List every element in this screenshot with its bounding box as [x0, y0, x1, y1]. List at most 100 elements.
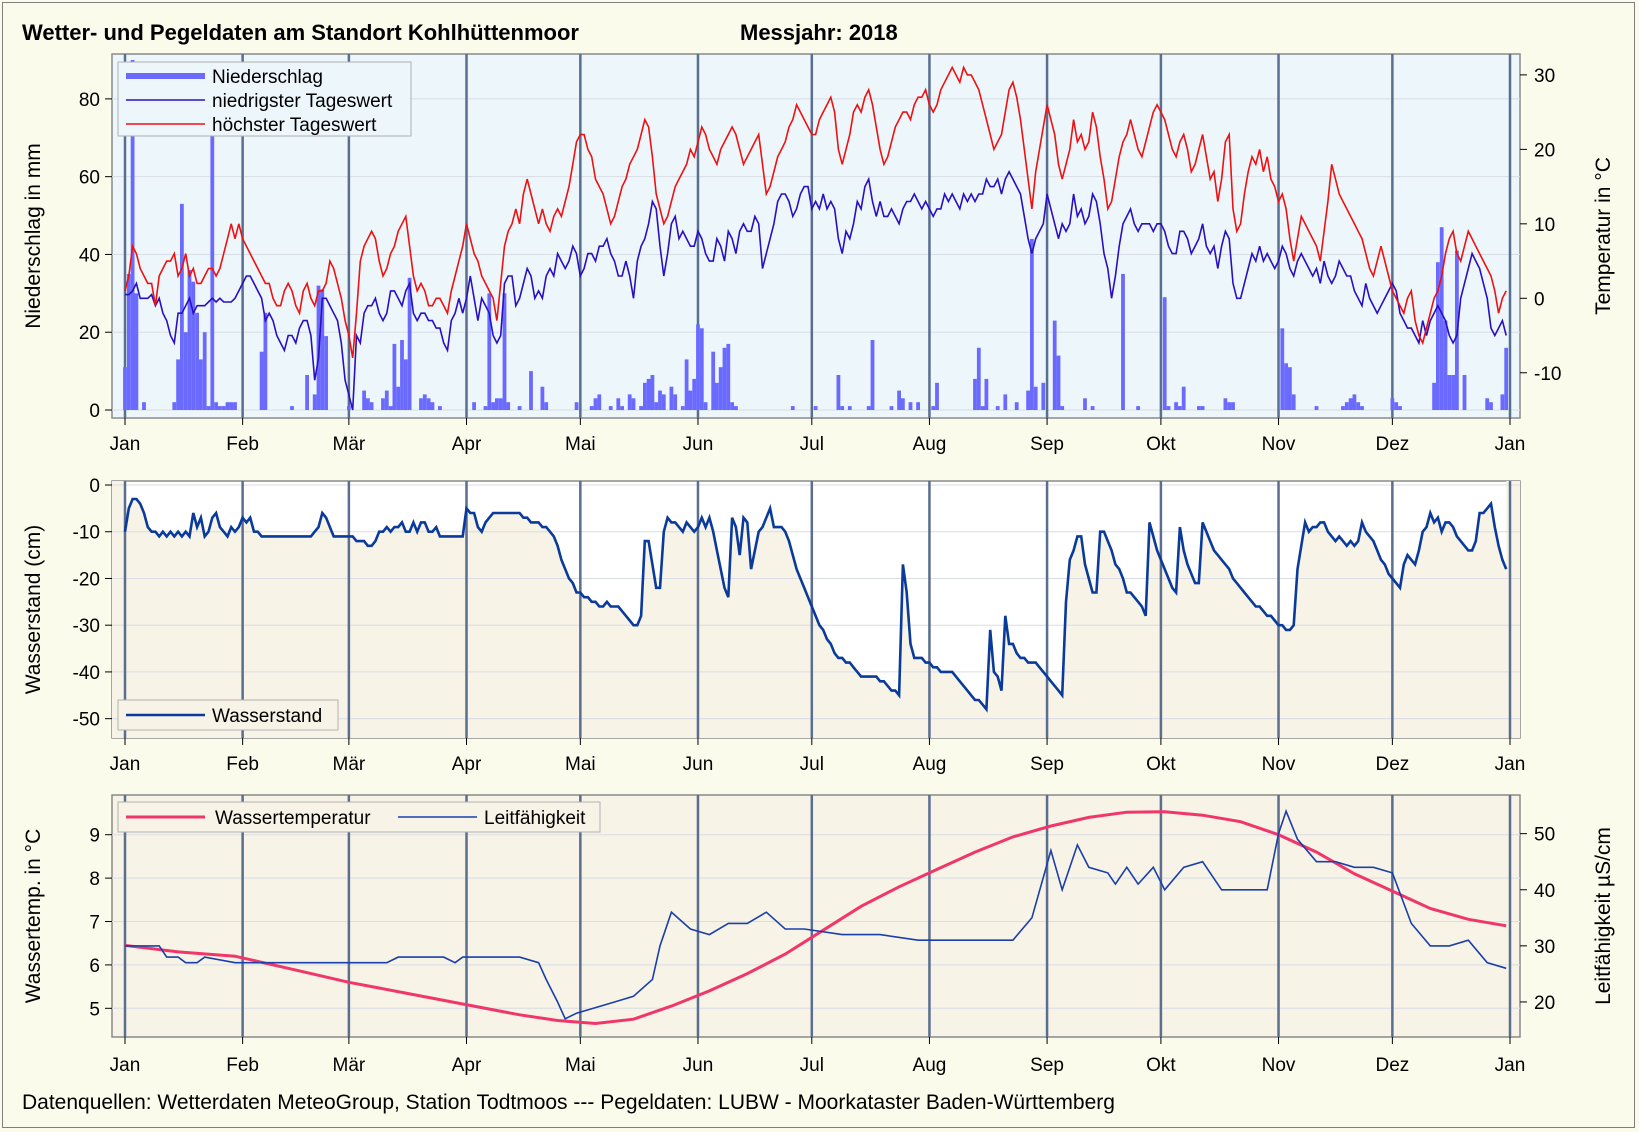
y2-tick-label: 30 [1534, 66, 1555, 87]
precipitation-bar [916, 402, 920, 410]
precipitation-bar [1348, 398, 1353, 410]
precipitation-bar [134, 293, 139, 410]
x-tick-label: Jun [683, 1055, 714, 1076]
precipitation-bar [229, 402, 234, 410]
y-tick-label: 60 [79, 168, 100, 189]
precipitation-bar [1014, 402, 1019, 410]
x-tick-label: Feb [226, 1055, 259, 1076]
x-tick-label: Jan [1495, 434, 1526, 455]
precipitation-bar [1060, 406, 1065, 410]
x-tick-label: Dez [1375, 434, 1409, 455]
precipitation-bar [589, 406, 594, 410]
y-tick-label: 6 [89, 956, 100, 977]
precipitation-bar [654, 402, 659, 410]
precipitation-bar [392, 343, 397, 410]
precipitation-bar [1462, 375, 1467, 410]
legend-label: Wassertemperatur [215, 808, 371, 829]
precipitation-bar [517, 406, 522, 410]
precipitation-bar [324, 336, 328, 410]
x-tick-label: Apr [452, 754, 482, 775]
precipitation-bar [1504, 347, 1509, 410]
precipitation-bar [1166, 406, 1171, 410]
precipitation-bar [347, 406, 351, 410]
precipitation-bar [1451, 375, 1455, 410]
max-temperature-line [124, 65, 1507, 359]
precipitation-bar [730, 402, 734, 410]
x-tick-label: Nov [1262, 754, 1296, 775]
y2-tick-label: 0 [1534, 289, 1545, 310]
precipitation-bar [1341, 406, 1345, 410]
precipitation-bar [483, 406, 488, 410]
y-tick-label: -20 [73, 569, 100, 590]
y2-tick-label: 30 [1534, 937, 1555, 958]
precipitation-bar [384, 390, 389, 410]
precipitation-bar [1200, 406, 1205, 410]
precipitation-bar [722, 347, 727, 410]
legend: Wassertemperatur Leitfähigkeit [117, 801, 601, 833]
precipitation-bar [866, 406, 871, 410]
x-tick-label: Jun [683, 434, 714, 455]
precipitation-bar [123, 367, 127, 410]
y-tick-label: 7 [89, 913, 100, 934]
precipitation-bar [233, 402, 237, 410]
precipitation-bar [908, 402, 913, 410]
precipitation-bar [597, 394, 602, 410]
precipitation-bar [673, 394, 678, 410]
y2-tick-label: 40 [1534, 881, 1555, 902]
y2-axis-label: Leitfähigkeit µS/cm [1592, 827, 1615, 1005]
precipitation-bar [1394, 402, 1399, 410]
x-tick-label: Feb [226, 434, 259, 455]
precipitation-bar [646, 378, 651, 410]
precipitation-bar [305, 375, 309, 410]
precipitation-bar [726, 343, 731, 410]
precipitation-bar [1227, 402, 1232, 410]
precipitation-bar [183, 332, 188, 410]
precipitation-bar [976, 347, 981, 410]
precipitation-bar [1121, 273, 1125, 410]
y2-axis-label: Temperatur in °C [1592, 157, 1615, 315]
precipitation-bar [1436, 262, 1440, 410]
precipitation-bar [540, 386, 545, 410]
precipitation-bar [643, 382, 647, 410]
precipitation-bar [407, 277, 412, 410]
x-tick-label: Aug [913, 1055, 947, 1076]
precipitation-bar [214, 402, 218, 410]
precipitation-bar [472, 402, 476, 410]
precipitation-bar [142, 402, 146, 410]
precipitation-bar [1443, 320, 1448, 410]
precipitation-bar [202, 332, 207, 410]
precipitation-bar [980, 406, 985, 410]
precipitation-bar [639, 406, 643, 410]
x-tick-label: Sep [1030, 754, 1064, 775]
precipitation-bar [419, 398, 423, 410]
conductivity-line [125, 808, 1507, 1020]
x-tick-label: Mai [565, 434, 596, 455]
x-tick-label: Dez [1375, 1055, 1409, 1076]
precipitation-bar [1284, 363, 1288, 410]
precipitation-bar [631, 398, 636, 410]
precipitation-bar [366, 398, 370, 410]
precipitation-bar [870, 340, 875, 410]
precipitation-bar [195, 312, 199, 410]
precipitation-bar [593, 398, 598, 410]
precipitation-bar [650, 375, 655, 410]
precipitation-bar [180, 203, 184, 410]
precipitation-bar [840, 406, 845, 410]
precipitation-bar [1500, 394, 1505, 410]
precipitation-bar [487, 293, 492, 410]
precipitation-bar [699, 328, 704, 410]
y-tick-label: 5 [89, 999, 100, 1020]
precipitation-bar [312, 394, 317, 410]
y-tick-label: 9 [89, 826, 100, 847]
precipitation-bar [984, 378, 989, 410]
precipitation-bar [206, 406, 211, 410]
precipitation-bar [1181, 386, 1186, 410]
legend-label: höchster Tageswert [212, 115, 377, 136]
x-tick-label: Mai [565, 1055, 596, 1076]
x-tick-label: Jan [1495, 754, 1526, 775]
precipitation-bar [1489, 402, 1493, 410]
y-axis-label: Niederschlag in mm [22, 143, 45, 329]
x-tick-label: Okt [1146, 434, 1176, 455]
precipitation-bar [225, 402, 230, 410]
precipitation-bar [1033, 386, 1038, 410]
